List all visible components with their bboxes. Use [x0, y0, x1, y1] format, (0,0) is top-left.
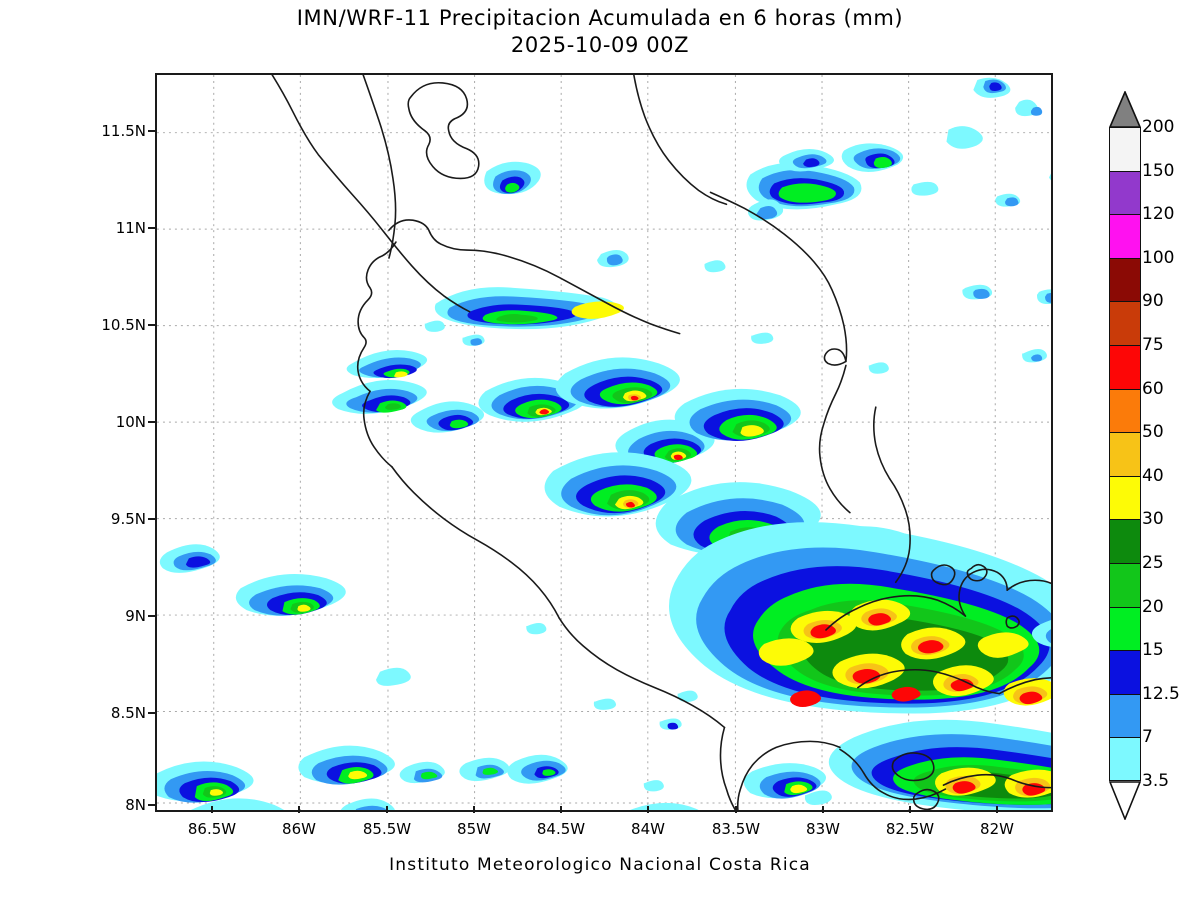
x-tick — [647, 806, 649, 813]
colorbar-tick-label: 90 — [1142, 291, 1164, 312]
figure-footer-credit: Instituto Meteorologico Nacional Costa R… — [389, 855, 811, 875]
colorbar-band — [1109, 606, 1141, 651]
x-tick-label: 83.5W — [711, 820, 761, 838]
precip-complex-main-heavy — [669, 522, 1051, 714]
colorbar-tick-label: 100 — [1142, 247, 1175, 268]
precip-cluster-north-84w — [484, 161, 541, 195]
colorbar-band — [1109, 737, 1141, 781]
y-tick-label: 11.5N — [101, 122, 146, 140]
y-tick — [148, 324, 155, 326]
y-tick — [148, 615, 155, 617]
x-tick-label: 86.5W — [187, 820, 237, 838]
y-tick — [148, 421, 155, 423]
precip-band-border-10n — [346, 287, 625, 379]
colorbar-band — [1109, 214, 1141, 258]
x-tick-label: 84.5W — [536, 820, 586, 838]
x-tick-label: 86W — [282, 820, 316, 838]
y-tick — [148, 227, 155, 229]
precip-cells-isolated — [424, 320, 1051, 805]
colorbar-tick-label: 120 — [1142, 204, 1175, 225]
y-tick — [148, 518, 155, 520]
y-tick-label: 8N — [125, 796, 146, 814]
map-plot-area[interactable] — [155, 73, 1053, 812]
colorbar-band — [1109, 693, 1141, 738]
y-tick-label: 9.5N — [110, 510, 146, 528]
colorbar-band — [1109, 127, 1141, 171]
colorbar-tick-label: 60 — [1142, 378, 1164, 399]
colorbar[interactable]: 200 150 120 100 90 75 60 50 40 30 25 20 15 12.5 7 3.5 — [1106, 90, 1200, 820]
y-tick-label: 10.5N — [101, 316, 146, 334]
x-tick — [386, 806, 388, 813]
colorbar-under-arrow-icon — [1109, 781, 1141, 820]
colorbar-tick-label: 50 — [1142, 422, 1164, 443]
y-tick — [148, 804, 155, 806]
colorbar-band — [1109, 170, 1141, 215]
x-tick-label: 82.5W — [885, 820, 935, 838]
colorbar-tick-label: 20 — [1142, 596, 1164, 617]
colorbar-tick-label: 200 — [1142, 117, 1175, 137]
precipitation-contours — [157, 77, 1051, 810]
precip-band-central-valley — [332, 357, 801, 465]
colorbar-band — [1109, 257, 1141, 302]
colorbar-over-arrow-icon — [1109, 91, 1141, 128]
chart-title-line1: IMN/WRF-11 Precipitacion Acumulada en 6 … — [296, 6, 904, 30]
x-tick — [909, 806, 911, 813]
colorbar-tick-label: 30 — [1142, 509, 1164, 530]
y-tick-label: 9N — [125, 607, 146, 625]
colorbar-band — [1109, 650, 1141, 694]
x-tick-label: 85.5W — [362, 820, 412, 838]
x-tick — [996, 806, 998, 813]
colorbar-band — [1109, 301, 1141, 345]
y-tick-label: 10N — [115, 413, 146, 431]
colorbar-band — [1109, 562, 1141, 607]
chart-title-line2: 2025-10-09 00Z — [510, 33, 690, 57]
x-tick — [211, 806, 213, 813]
map-canvas — [157, 75, 1051, 810]
colorbar-tick-label: 75 — [1142, 335, 1164, 355]
coastlines — [271, 75, 1051, 810]
colorbar-tick-label: 3.5 — [1142, 771, 1170, 791]
colorbar-band — [1109, 475, 1141, 520]
colorbar-band — [1109, 519, 1141, 563]
precip-band-se-panama — [743, 719, 1051, 810]
x-tick — [298, 806, 300, 813]
x-tick — [735, 806, 737, 813]
precip-cells-pacific-sw — [157, 544, 699, 810]
y-tick — [148, 712, 155, 714]
x-tick — [822, 806, 824, 813]
colorbar-tick-label: 40 — [1142, 465, 1164, 486]
colorbar-tick-label: 150 — [1142, 160, 1175, 181]
x-tick-label: 83W — [806, 820, 840, 838]
precip-cluster-nicaragua-coast — [597, 149, 862, 273]
y-tick-label: 11N — [115, 219, 146, 237]
colorbar-tick-label: 25 — [1142, 553, 1164, 573]
y-tick-label: 8.5N — [110, 704, 146, 722]
colorbar-band — [1109, 388, 1141, 433]
y-tick — [148, 130, 155, 132]
x-tick-label: 82W — [980, 820, 1014, 838]
colorbar-band — [1109, 432, 1141, 476]
colorbar-tick-label: 7 — [1142, 727, 1153, 748]
x-tick-label: 84W — [631, 820, 665, 838]
x-tick — [473, 806, 475, 813]
colorbar-band — [1109, 344, 1141, 389]
colorbar-bands — [1109, 127, 1141, 781]
colorbar-tick-label: 12.5 — [1142, 683, 1180, 704]
x-tick — [560, 806, 562, 813]
x-tick-label: 85W — [457, 820, 491, 838]
colorbar-tick-label: 15 — [1142, 640, 1164, 661]
